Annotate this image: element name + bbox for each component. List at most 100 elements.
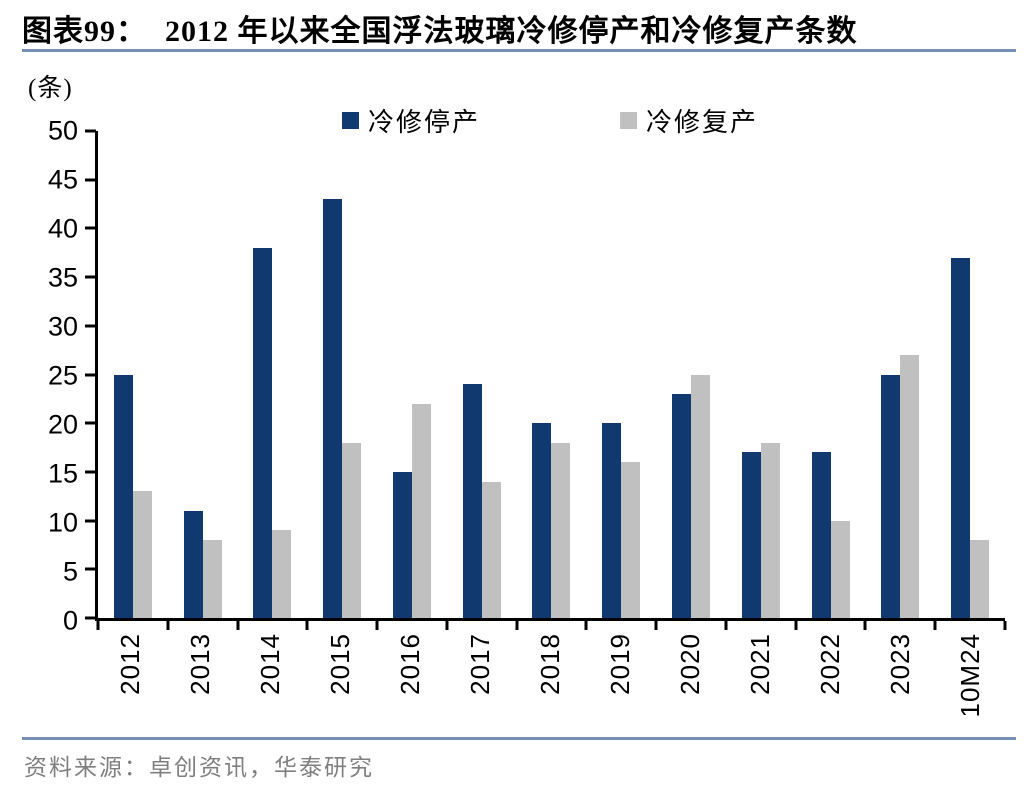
bar-冷修复产-2015	[342, 442, 362, 618]
bar-冷修复产-2021	[760, 442, 780, 618]
bar-冷修停产-2020	[672, 393, 692, 618]
bar-冷修复产-2016	[411, 403, 431, 618]
figure-title: 2012 年以来全国浮法玻璃冷修停产和冷修复产条数	[165, 15, 858, 48]
plot-area	[85, 129, 1007, 630]
bar-冷修复产-2022	[830, 520, 850, 618]
bar-冷修停产-2012	[113, 374, 133, 618]
y-tick-label: 35	[47, 262, 78, 293]
x-tick-label: 2023	[885, 633, 915, 695]
bar-冷修停产-2021	[741, 452, 761, 618]
x-tick-label: 2019	[605, 633, 635, 695]
x-label-cell: 10M24	[935, 633, 1005, 738]
bar-冷修复产-2014	[272, 530, 292, 618]
x-label-cell: 2015	[305, 633, 375, 738]
x-tick-label: 2017	[465, 633, 495, 695]
legend-item-冷修复产: 冷修复产	[620, 102, 758, 139]
y-axis-tickmark	[85, 616, 96, 620]
header-divider-line	[22, 49, 1016, 52]
x-tick-label: 2012	[115, 633, 145, 695]
y-axis-tickmark	[85, 129, 96, 133]
x-axis-tickmark	[445, 621, 449, 630]
bar-group-2021	[726, 131, 796, 618]
x-axis-tickmark	[654, 621, 658, 630]
y-axis-tickmark	[85, 226, 96, 230]
x-label-cell: 2012	[95, 633, 165, 738]
x-label-cell: 2018	[515, 633, 585, 738]
x-axis-tickmark	[305, 621, 309, 630]
y-tick-label: 20	[47, 409, 78, 440]
x-label-cell: 2019	[585, 633, 655, 738]
bar-group-10M24	[935, 131, 1005, 618]
legend-label: 冷修停产	[367, 108, 480, 137]
y-tick-label: 30	[47, 311, 78, 342]
legend-swatch-icon	[620, 112, 637, 129]
bar-group-2022	[796, 131, 866, 618]
x-label-cell: 2022	[795, 633, 865, 738]
bar-冷修复产-2012	[132, 491, 152, 618]
x-tick-label: 2021	[744, 633, 775, 695]
bar-冷修停产-2015	[323, 199, 343, 618]
bar-冷修停产-2017	[462, 384, 482, 618]
bar-冷修停产-2016	[392, 471, 412, 618]
x-axis-labels: 2012 2013 2014 2015 2016 2017 2018 2019 2020 2021…	[95, 633, 1005, 738]
y-tick-label: 15	[47, 458, 78, 489]
bar-group-2018	[517, 131, 587, 618]
bar-冷修复产-2017	[481, 481, 501, 618]
y-axis-tickmark	[85, 421, 96, 425]
chart-legend: 冷修停产 冷修复产	[95, 102, 1005, 139]
y-axis-tickmark	[85, 275, 96, 279]
y-tick-label: 40	[47, 213, 78, 244]
y-axis-tickmark	[85, 373, 96, 376]
x-label-cell: 2013	[165, 633, 235, 738]
bar-冷修复产-2018	[551, 442, 571, 618]
y-tick-label: 5	[62, 556, 78, 587]
bar-group-2020	[656, 131, 726, 618]
bar-group-2015	[307, 131, 377, 618]
x-tick-label: 2015	[325, 633, 355, 695]
y-axis-tickmark	[85, 178, 96, 182]
x-tick-label: 2013	[185, 633, 215, 695]
bar-group-2014	[238, 131, 308, 618]
bar-group-2023	[865, 131, 935, 618]
y-axis-tickmark	[85, 470, 96, 474]
x-label-cell: 2023	[865, 633, 935, 738]
y-tick-label: 50	[47, 115, 78, 146]
x-axis-tickmark	[584, 621, 588, 630]
bar-冷修停产-2018	[532, 423, 552, 618]
x-axis-tickmark	[863, 621, 867, 630]
x-axis-tickmark	[515, 621, 519, 630]
bar-冷修停产-10M24	[951, 257, 971, 618]
x-label-cell: 2016	[375, 633, 445, 738]
x-tick-label: 10M24	[955, 633, 985, 718]
y-tick-label: 0	[62, 605, 78, 636]
y-axis-labels: 0 5 10 15 20 25 30 35 40 45 50	[0, 117, 78, 634]
bar-group-2016	[377, 131, 447, 618]
legend-item-冷修停产: 冷修停产	[341, 102, 480, 139]
bar-group-2012	[98, 131, 168, 618]
bar-冷修停产-2014	[253, 247, 273, 618]
footer-divider-line	[22, 737, 1016, 740]
bar-冷修停产-2023	[881, 374, 901, 618]
bar-冷修复产-2019	[621, 462, 641, 618]
x-axis-tickmark	[236, 621, 240, 630]
x-axis-tickmark	[166, 621, 170, 630]
y-tick-label: 10	[47, 507, 78, 538]
x-tick-label: 2014	[255, 633, 285, 695]
x-axis-tickmark	[1003, 621, 1007, 630]
x-tick-label: 2020	[675, 633, 705, 695]
x-axis-tickmark	[933, 621, 937, 630]
y-axis-tickmark	[85, 567, 96, 571]
x-axis-tickmark	[96, 621, 100, 630]
x-label-cell: 2020	[655, 633, 725, 738]
bar-group-2019	[586, 131, 656, 618]
x-tick-label: 2018	[535, 633, 565, 695]
bar-冷修停产-2022	[811, 452, 831, 618]
bar-group-2017	[447, 131, 517, 618]
bar-冷修复产-2020	[691, 374, 711, 618]
x-label-cell: 2021	[725, 633, 795, 738]
x-label-cell: 2014	[235, 633, 305, 738]
bar-冷修停产-2019	[602, 423, 622, 618]
x-axis-tickmark	[724, 621, 728, 630]
y-axis-tickmark	[85, 519, 96, 523]
